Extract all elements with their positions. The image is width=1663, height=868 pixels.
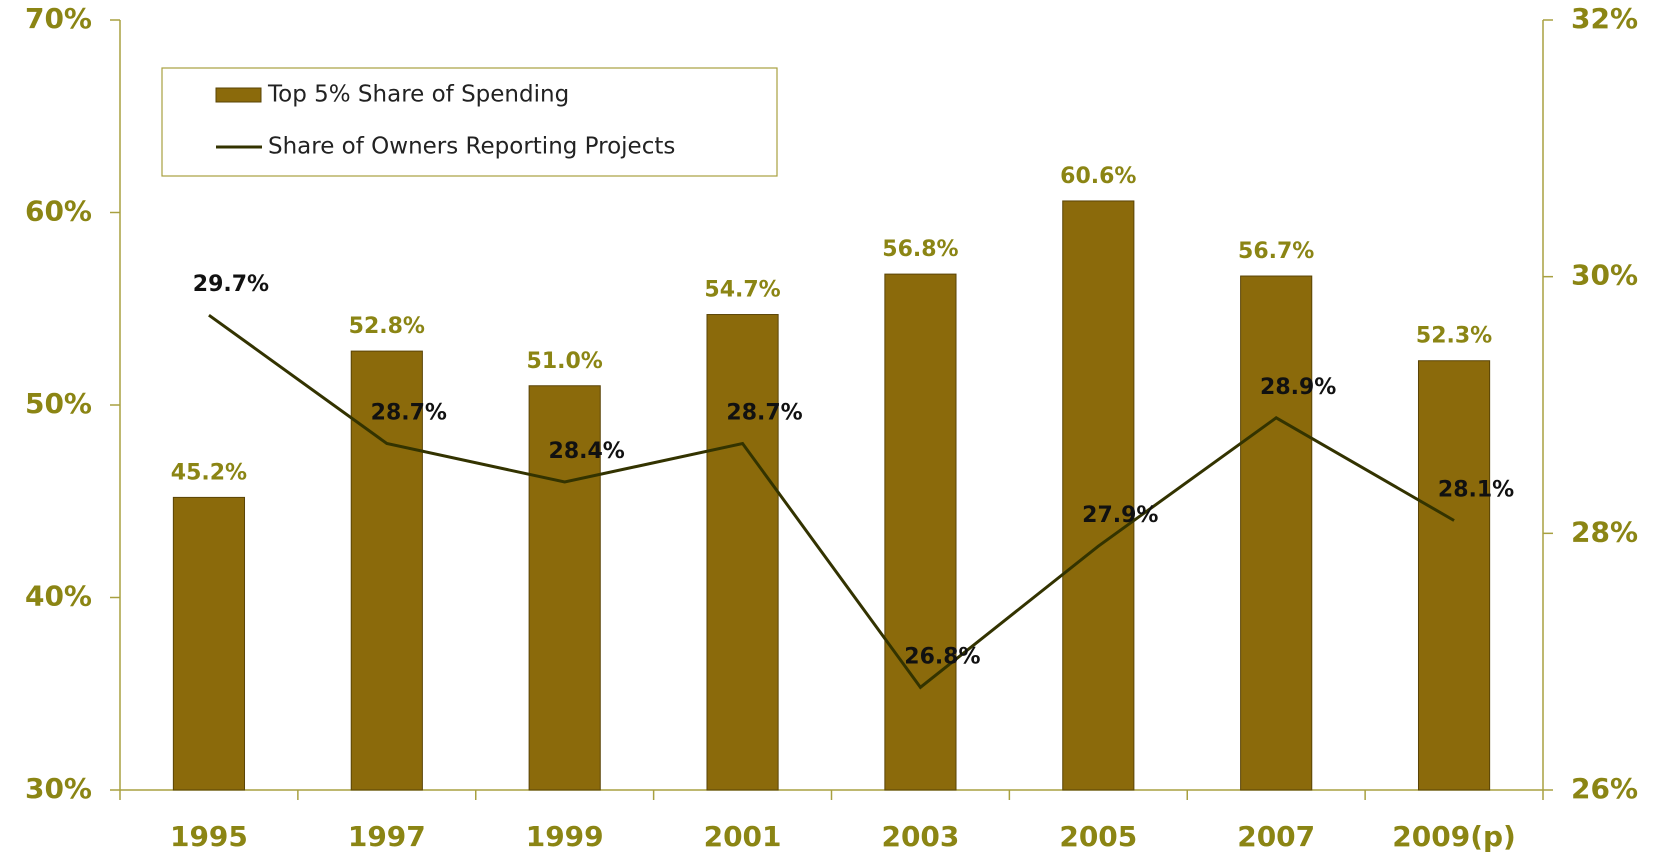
bar-value-label: 51.0%	[527, 349, 603, 374]
bar	[1240, 275, 1313, 791]
y-tick-label: 60%	[25, 195, 92, 228]
bar-value-label: 52.8%	[349, 314, 425, 339]
line-value-label: 28.4%	[549, 439, 625, 464]
line-value-label: 28.9%	[1260, 375, 1336, 400]
legend-label: Share of Owners Reporting Projects	[268, 134, 675, 160]
y2-tick-label: 32%	[1571, 2, 1638, 35]
legend-box	[161, 67, 778, 177]
y2-tick-label: 28%	[1571, 515, 1638, 548]
bar-value-label: 56.8%	[882, 237, 958, 262]
line-value-label: 28.7%	[371, 401, 447, 426]
bar-value-label: 60.6%	[1060, 164, 1136, 189]
line-value-label: 26.8%	[904, 644, 980, 669]
y2-tick-label: 30%	[1571, 259, 1638, 292]
line-value-label: 28.7%	[726, 401, 802, 426]
bar	[1417, 360, 1491, 791]
x-tick-label: 2001	[704, 820, 782, 853]
x-tick-label: 2005	[1059, 820, 1137, 853]
bar-value-label: 52.3%	[1416, 324, 1492, 349]
x-tick-label: 1995	[170, 820, 248, 853]
line-value-label: 27.9%	[1082, 503, 1158, 528]
line-value-label: 29.7%	[193, 272, 269, 297]
y-tick-label: 30%	[25, 772, 92, 805]
y-tick-label: 40%	[25, 580, 92, 613]
legend-swatch	[215, 87, 262, 103]
bar-value-label: 45.2%	[171, 460, 247, 485]
x-tick-label: 1997	[348, 820, 426, 853]
bar-value-label: 56.7%	[1238, 239, 1314, 264]
y-tick-label: 70%	[25, 2, 92, 35]
x-tick-label: 1999	[526, 820, 604, 853]
y2-tick-label: 26%	[1571, 772, 1638, 805]
x-tick-label: 2009(p)	[1392, 820, 1516, 853]
x-tick-label: 2007	[1237, 820, 1315, 853]
bar	[1062, 200, 1135, 791]
y-tick-label: 50%	[25, 387, 92, 420]
bar	[884, 273, 957, 791]
legend-label: Top 5% Share of Spending	[267, 82, 569, 108]
bar	[528, 385, 601, 791]
bar	[172, 496, 246, 791]
bar-value-label: 54.7%	[704, 278, 780, 303]
line	[208, 313, 1455, 690]
x-tick-label: 2003	[881, 820, 959, 853]
bar	[706, 314, 779, 791]
line-value-label: 28.1%	[1438, 478, 1514, 503]
bar	[350, 350, 423, 791]
